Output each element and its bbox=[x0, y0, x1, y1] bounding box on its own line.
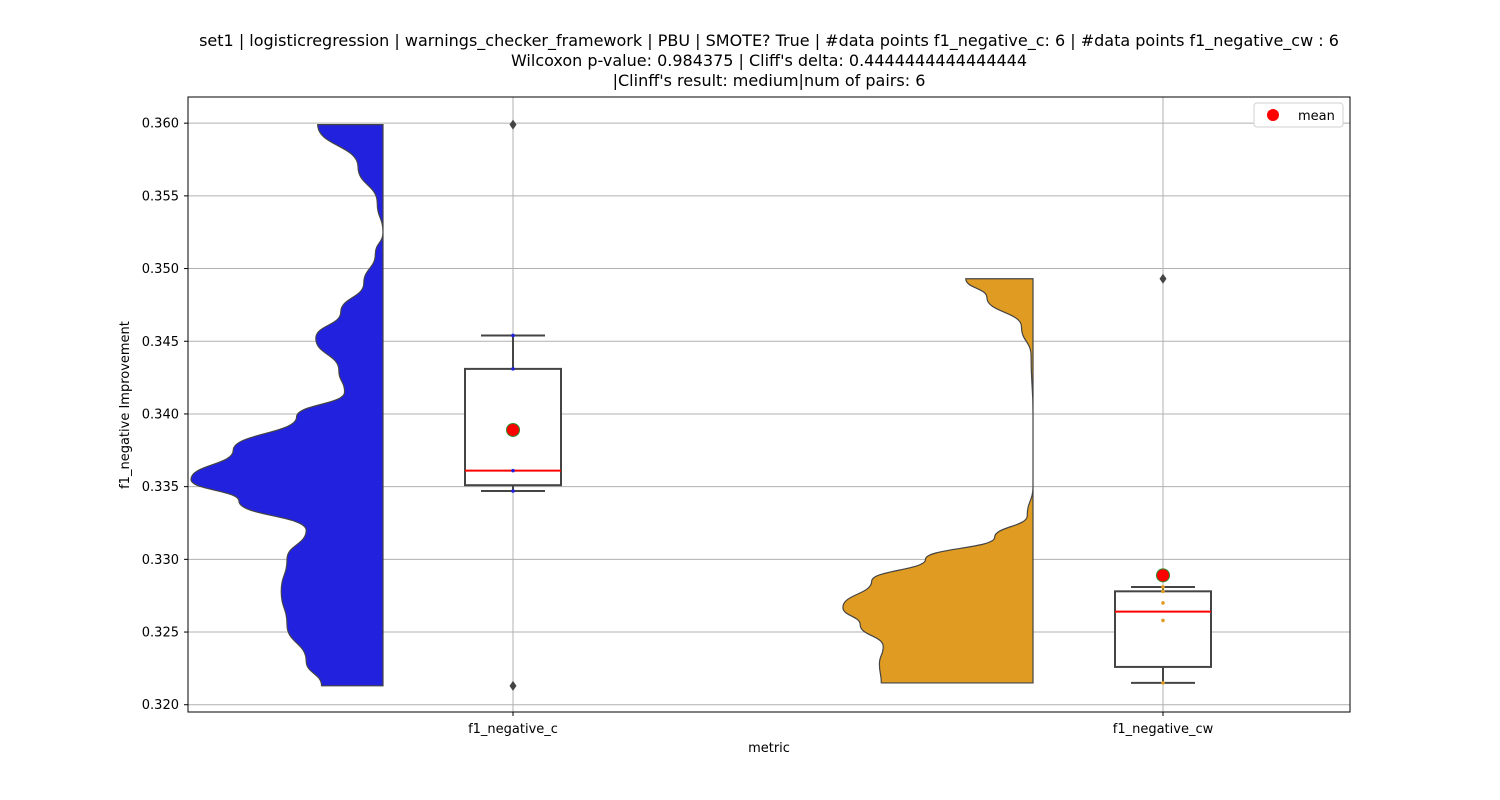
title-line: set1 | logisticregression | warnings_che… bbox=[199, 31, 1339, 51]
boxplot-f1_negative_cw bbox=[1114, 273, 1212, 685]
data-point bbox=[1161, 681, 1165, 685]
y-axis-label: f1_negative Improvement bbox=[118, 321, 133, 489]
mean-marker bbox=[506, 422, 520, 437]
y-tick-label: 0.340 bbox=[142, 407, 179, 422]
title-line: |Clinff's result: medium|num of pairs: 6 bbox=[613, 71, 926, 90]
data-point bbox=[1161, 585, 1165, 589]
x-axis-ticks: f1_negative_c f1_negative_cw bbox=[468, 712, 1214, 737]
y-tick-label: 0.360 bbox=[142, 117, 179, 132]
y-tick-label: 0.350 bbox=[142, 262, 179, 277]
chart-title: set1 | logisticregression | warnings_che… bbox=[199, 31, 1339, 90]
outlier-marker bbox=[509, 119, 517, 130]
data-point bbox=[1161, 589, 1165, 594]
legend: mean bbox=[1253, 102, 1344, 128]
violins bbox=[190, 124, 1034, 687]
y-axis-ticks: 0.320 0.325 0.330 0.335 0.340 0.345 0.350 0.355… bbox=[142, 117, 188, 713]
plot-frame bbox=[187, 96, 1351, 713]
x-axis-label: metric bbox=[748, 741, 790, 756]
y-tick-label: 0.320 bbox=[142, 698, 179, 713]
mean-marker bbox=[1156, 568, 1170, 583]
y-tick-label: 0.335 bbox=[142, 480, 179, 495]
data-point bbox=[511, 489, 515, 493]
violin-f1_negative_cw bbox=[842, 278, 1034, 684]
legend-marker bbox=[1267, 109, 1279, 121]
y-tick-label: 0.345 bbox=[142, 335, 179, 350]
legend-box bbox=[1253, 102, 1344, 128]
data-point bbox=[1161, 618, 1165, 623]
y-tick-label: 0.330 bbox=[142, 553, 179, 568]
x-tick-label: f1_negative_cw bbox=[1113, 722, 1214, 737]
x-tick-label: f1_negative_c bbox=[468, 722, 558, 737]
y-tick-label: 0.325 bbox=[142, 626, 179, 641]
boxplot-f1_negative_c bbox=[464, 119, 562, 691]
outlier-marker bbox=[1159, 273, 1167, 284]
data-point bbox=[1161, 601, 1165, 605]
legend-label: mean bbox=[1298, 109, 1335, 124]
violin-f1_negative_c bbox=[190, 124, 384, 687]
data-point bbox=[511, 468, 515, 473]
y-tick-label: 0.355 bbox=[142, 189, 179, 204]
data-point bbox=[511, 333, 515, 338]
title-line: Wilcoxon p-value: 0.984375 | Cliff's del… bbox=[511, 51, 1027, 70]
outlier-marker bbox=[509, 680, 517, 691]
data-point bbox=[511, 367, 515, 371]
boxplots bbox=[464, 119, 1212, 691]
